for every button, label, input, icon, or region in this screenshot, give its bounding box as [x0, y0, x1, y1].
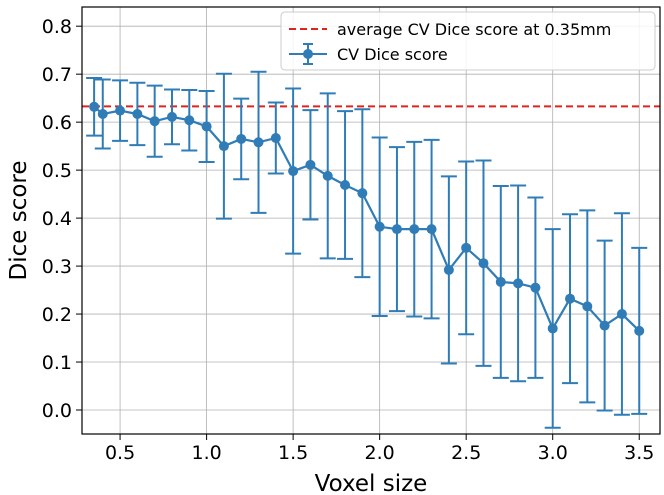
ticks: 0.5 1.0 1.5 2.0 2.5 3.0 3.5 0.0 0.1 0.2 0.3 0.4 0.5 0…: [42, 16, 655, 464]
data-point: [166, 111, 177, 122]
y-tick-label: 0.8: [42, 16, 72, 38]
x-tick-label: 2.0: [365, 442, 395, 464]
x-tick-label: 2.5: [451, 442, 481, 464]
data-point: [530, 282, 541, 293]
x-tick-label: 3.5: [624, 442, 654, 464]
legend: average CV Dice score at 0.35mm CV Dice …: [280, 11, 656, 71]
data-point: [236, 133, 247, 144]
y-tick-label: 0.3: [42, 256, 72, 278]
x-tick-label: 0.5: [105, 442, 135, 464]
data-point: [616, 309, 627, 320]
x-axis-label: Voxel size: [315, 471, 428, 495]
legend-box: [280, 11, 656, 71]
data-point: [201, 121, 212, 132]
y-tick-label: 0.1: [42, 352, 72, 374]
legend-series-marker: [303, 49, 313, 59]
legend-reference-label: average CV Dice score at 0.35mm: [337, 20, 611, 39]
data-point: [149, 116, 160, 127]
data-point: [478, 258, 489, 269]
y-tick-label: 0.0: [42, 400, 72, 422]
data-point: [582, 301, 593, 312]
y-axis-label: Dice score: [6, 160, 32, 280]
data-point: [599, 320, 610, 331]
data-point: [495, 276, 506, 287]
y-tick-label: 0.7: [42, 64, 72, 86]
y-tick-label: 0.2: [42, 304, 72, 326]
data-point: [305, 159, 316, 170]
data-point: [547, 323, 558, 334]
data-point: [322, 170, 333, 181]
y-tick-label: 0.5: [42, 160, 72, 182]
data-point: [426, 224, 437, 235]
data-point: [218, 141, 229, 152]
data-point: [253, 137, 264, 148]
data-point: [115, 105, 126, 116]
legend-series-label: CV Dice score: [337, 45, 448, 64]
plot-frame: [81, 6, 661, 435]
x-tick-label: 3.0: [538, 442, 568, 464]
grid: [82, 7, 660, 434]
data-point: [288, 166, 299, 177]
data-point: [357, 188, 368, 199]
data-point: [409, 224, 420, 235]
series-layer: [86, 70, 648, 429]
data-point: [565, 293, 576, 304]
data-point: [184, 115, 195, 126]
data-point: [89, 101, 100, 112]
data-point: [374, 221, 385, 232]
data-point: [443, 264, 454, 275]
x-tick-label: 1.0: [191, 442, 221, 464]
data-point: [132, 108, 143, 119]
data-point: [461, 242, 472, 253]
data-point: [340, 179, 351, 190]
data-point: [97, 108, 108, 119]
x-tick-label: 1.5: [278, 442, 308, 464]
data-point: [270, 132, 281, 143]
data-point: [513, 278, 524, 289]
data-point: [391, 224, 402, 235]
y-tick-label: 0.6: [42, 112, 72, 134]
y-tick-label: 0.4: [42, 208, 72, 230]
data-point: [634, 325, 645, 336]
